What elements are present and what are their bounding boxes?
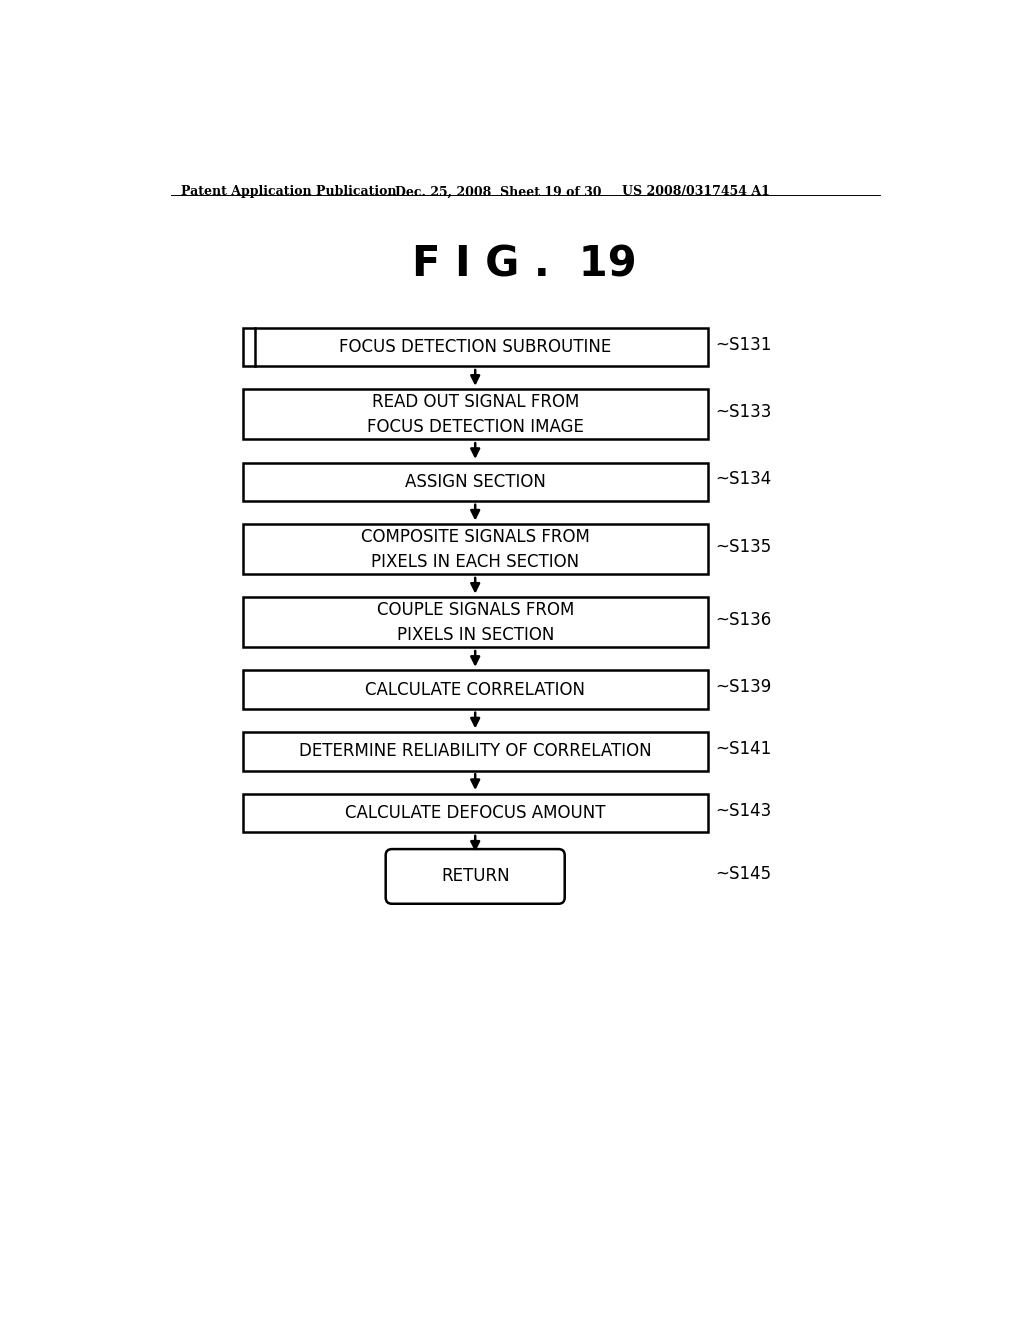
Bar bbox=[243, 462, 708, 502]
FancyBboxPatch shape bbox=[386, 849, 564, 904]
Text: Patent Application Publication: Patent Application Publication bbox=[180, 185, 396, 198]
Bar bbox=[243, 793, 708, 832]
Text: Dec. 25, 2008  Sheet 19 of 30: Dec. 25, 2008 Sheet 19 of 30 bbox=[395, 185, 602, 198]
Text: READ OUT SIGNAL FROM
FOCUS DETECTION IMAGE: READ OUT SIGNAL FROM FOCUS DETECTION IMA… bbox=[367, 393, 584, 436]
Text: US 2008/0317454 A1: US 2008/0317454 A1 bbox=[623, 185, 770, 198]
Bar bbox=[243, 327, 708, 367]
Text: CALCULATE CORRELATION: CALCULATE CORRELATION bbox=[366, 681, 585, 698]
Bar bbox=[243, 598, 708, 647]
Text: ~S133: ~S133 bbox=[716, 403, 772, 421]
Text: ~S141: ~S141 bbox=[716, 741, 772, 758]
Text: FOCUS DETECTION SUBROUTINE: FOCUS DETECTION SUBROUTINE bbox=[339, 338, 611, 356]
Text: ~S143: ~S143 bbox=[716, 801, 772, 820]
Bar bbox=[243, 389, 708, 440]
Text: ASSIGN SECTION: ASSIGN SECTION bbox=[404, 473, 546, 491]
Text: ~S135: ~S135 bbox=[716, 537, 772, 556]
Text: COMPOSITE SIGNALS FROM
PIXELS IN EACH SECTION: COMPOSITE SIGNALS FROM PIXELS IN EACH SE… bbox=[360, 528, 590, 570]
Text: ~S139: ~S139 bbox=[716, 678, 772, 697]
Text: F I G .  19: F I G . 19 bbox=[413, 243, 637, 285]
Text: RETURN: RETURN bbox=[441, 867, 510, 886]
Text: ~S134: ~S134 bbox=[716, 470, 772, 488]
Text: ~S131: ~S131 bbox=[716, 335, 772, 354]
Bar bbox=[243, 733, 708, 771]
Bar bbox=[243, 671, 708, 709]
Text: COUPLE SIGNALS FROM
PIXELS IN SECTION: COUPLE SIGNALS FROM PIXELS IN SECTION bbox=[377, 601, 573, 644]
Text: ~S145: ~S145 bbox=[716, 865, 771, 883]
Text: ~S136: ~S136 bbox=[716, 611, 772, 630]
Bar bbox=[243, 524, 708, 574]
Text: DETERMINE RELIABILITY OF CORRELATION: DETERMINE RELIABILITY OF CORRELATION bbox=[299, 742, 651, 760]
Text: CALCULATE DEFOCUS AMOUNT: CALCULATE DEFOCUS AMOUNT bbox=[345, 804, 605, 822]
